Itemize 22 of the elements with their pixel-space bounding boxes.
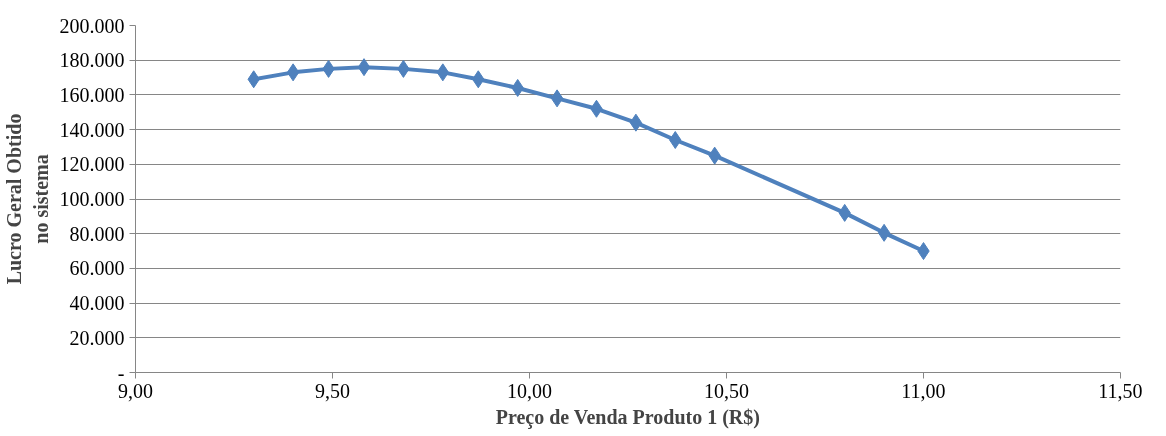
y-tick-label: 180.000 bbox=[59, 49, 125, 72]
x-tick-label: 10,50 bbox=[704, 379, 749, 402]
y-axis-title: Lucro Geral Obtido no sistema bbox=[3, 113, 52, 285]
x-tick-label: 11,50 bbox=[1098, 379, 1143, 402]
y-tick-label: 80.000 bbox=[69, 222, 125, 245]
y-tick-label: 120.000 bbox=[59, 153, 125, 176]
y-tick-label: 40.000 bbox=[69, 292, 125, 315]
point bbox=[629, 113, 643, 132]
x-axis-title: Preço de Venda Produto 1 (R$) bbox=[495, 405, 760, 429]
y-tick-label: 200.000 bbox=[59, 14, 125, 37]
y-tick-label: 160.000 bbox=[59, 83, 125, 106]
point bbox=[550, 89, 564, 108]
y-tick-label: 140.000 bbox=[59, 118, 125, 141]
point bbox=[877, 223, 891, 242]
point bbox=[357, 58, 371, 77]
x-tick-label: 10,00 bbox=[507, 379, 552, 402]
x-tick-label: 9,50 bbox=[315, 379, 350, 402]
y-tick-label: 20.000 bbox=[69, 326, 125, 349]
y-tick-label: 60.000 bbox=[69, 257, 125, 280]
y-tick-label: 100.000 bbox=[59, 188, 125, 210]
x-tick-label: 11,00 bbox=[901, 379, 946, 402]
point bbox=[286, 63, 300, 82]
